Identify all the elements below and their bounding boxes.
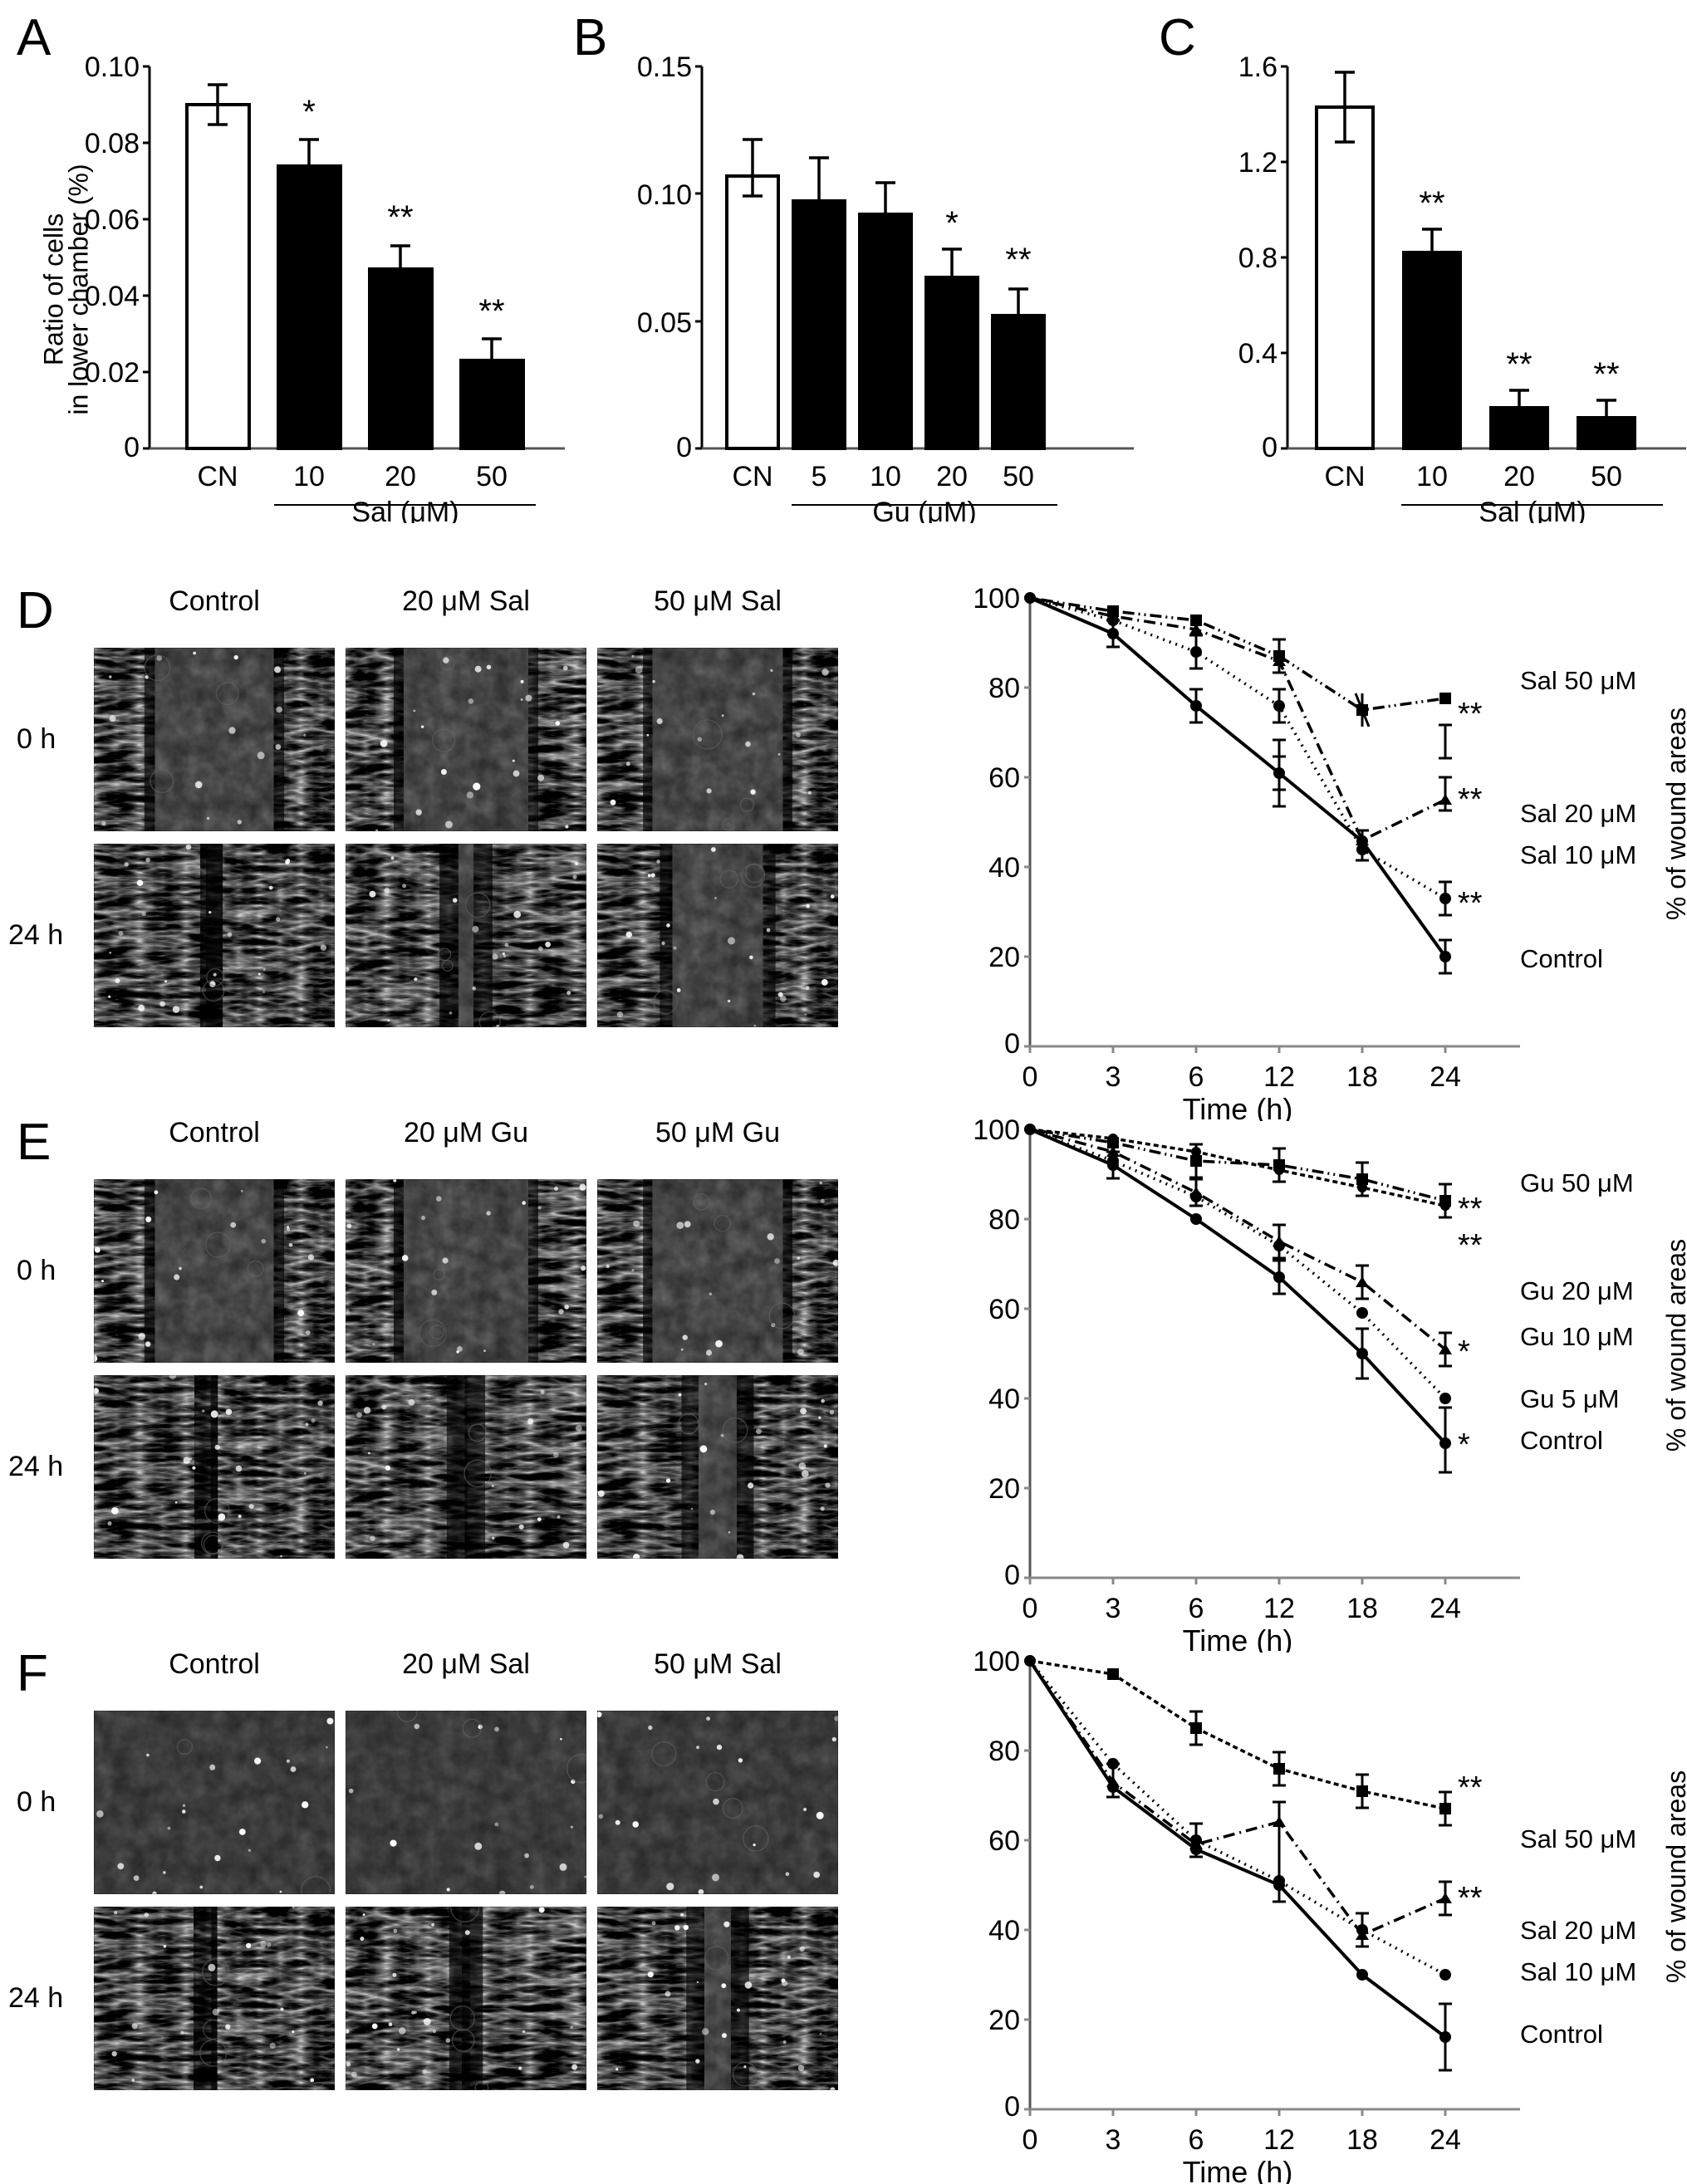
svg-text:60: 60 [988, 762, 1020, 794]
svg-text:Sal 50 μM: Sal 50 μM [1520, 666, 1636, 695]
svg-text:80: 80 [988, 1204, 1020, 1236]
svg-text:Control: Control [1520, 1426, 1603, 1455]
svg-text:Time (h): Time (h) [1183, 2155, 1293, 2184]
svg-text:**: ** [1005, 242, 1031, 278]
svg-text:3: 3 [1106, 1061, 1121, 1093]
svg-text:100: 100 [973, 583, 1020, 615]
svg-text:100: 100 [973, 1114, 1020, 1146]
svg-text:CN: CN [732, 461, 772, 492]
svg-text:*: * [1458, 1334, 1470, 1369]
svg-text:3: 3 [1106, 2124, 1121, 2156]
svg-text:40: 40 [988, 852, 1020, 884]
svg-text:20: 20 [988, 1473, 1020, 1505]
svg-text:80: 80 [988, 673, 1020, 704]
svg-text:0.15: 0.15 [637, 51, 692, 83]
svg-text:**: ** [1458, 697, 1483, 732]
svg-text:20: 20 [385, 461, 416, 492]
svg-text:12: 12 [1263, 1061, 1295, 1093]
svg-text:Gu (μM): Gu (μM) [872, 497, 976, 523]
svg-text:CN: CN [1324, 461, 1365, 492]
svg-text:0: 0 [1004, 2091, 1020, 2123]
svg-text:12: 12 [1263, 1593, 1295, 1624]
svg-text:0: 0 [124, 432, 140, 463]
svg-text:**: ** [1458, 1770, 1483, 1805]
svg-text:0.4: 0.4 [1238, 338, 1278, 370]
svg-text:1.6: 1.6 [1238, 51, 1278, 83]
svg-text:Gu 5 μM: Gu 5 μM [1520, 1384, 1620, 1413]
svg-text:Sal (μM): Sal (μM) [1479, 497, 1586, 523]
svg-text:*: * [945, 205, 959, 242]
svg-text:60: 60 [988, 1825, 1020, 1857]
svg-text:50: 50 [1591, 461, 1622, 492]
svg-text:**: ** [1593, 356, 1619, 393]
svg-text:0.05: 0.05 [637, 307, 692, 339]
svg-text:Gu 50 μM: Gu 50 μM [1520, 1168, 1634, 1197]
svg-text:**: ** [478, 293, 504, 330]
svg-text:0.10: 0.10 [85, 51, 140, 83]
svg-text:6: 6 [1189, 2124, 1204, 2156]
svg-text:20: 20 [936, 461, 968, 492]
svg-text:Sal 20 μM: Sal 20 μM [1520, 1916, 1636, 1945]
svg-text:Gu 20 μM: Gu 20 μM [1520, 1276, 1634, 1305]
svg-text:0: 0 [1022, 1593, 1038, 1624]
svg-text:0.8: 0.8 [1238, 242, 1278, 274]
svg-text:0.02: 0.02 [85, 357, 140, 389]
svg-text:Gu 10 μM: Gu 10 μM [1520, 1322, 1634, 1351]
svg-text:20: 20 [988, 942, 1020, 973]
svg-text:0: 0 [1022, 1061, 1038, 1093]
svg-text:Sal 50 μM: Sal 50 μM [1520, 1824, 1636, 1853]
svg-text:50: 50 [476, 461, 508, 492]
svg-text:20: 20 [988, 2005, 1020, 2036]
svg-text:24: 24 [1430, 1593, 1461, 1624]
svg-text:10: 10 [1416, 461, 1448, 492]
svg-text:Sal 10 μM: Sal 10 μM [1520, 1957, 1636, 1986]
svg-text:0: 0 [1022, 2124, 1038, 2156]
svg-text:**: ** [1419, 185, 1444, 222]
svg-text:Control: Control [1520, 2020, 1603, 2049]
svg-text:**: ** [1458, 1881, 1483, 1916]
svg-text:**: ** [1458, 886, 1483, 921]
svg-text:24: 24 [1430, 2124, 1461, 2156]
svg-text:1.2: 1.2 [1238, 147, 1278, 179]
svg-text:0.04: 0.04 [85, 281, 140, 312]
svg-text:*: * [302, 94, 316, 130]
svg-text:0.10: 0.10 [637, 179, 692, 211]
svg-text:CN: CN [197, 461, 238, 492]
svg-text:100: 100 [973, 1646, 1020, 1677]
svg-text:**: ** [387, 199, 413, 236]
svg-text:0.08: 0.08 [85, 128, 140, 159]
svg-text:10: 10 [293, 461, 325, 492]
svg-text:12: 12 [1263, 2124, 1295, 2156]
svg-text:50: 50 [1003, 461, 1034, 492]
svg-text:24: 24 [1430, 1061, 1461, 1093]
svg-text:**: ** [1458, 1192, 1483, 1227]
svg-text:*: * [1458, 1427, 1470, 1462]
svg-text:Sal 10 μM: Sal 10 μM [1520, 840, 1636, 869]
svg-text:**: ** [1458, 1228, 1483, 1263]
svg-text:Control: Control [1520, 944, 1603, 973]
svg-text:6: 6 [1189, 1593, 1204, 1624]
svg-text:Sal 20 μM: Sal 20 μM [1520, 799, 1636, 828]
svg-text:18: 18 [1346, 1061, 1378, 1093]
svg-text:5: 5 [812, 461, 827, 492]
svg-text:40: 40 [988, 1383, 1020, 1415]
svg-text:10: 10 [870, 461, 901, 492]
svg-text:Sal (μM): Sal (μM) [351, 497, 459, 523]
svg-text:0.06: 0.06 [85, 204, 140, 236]
svg-text:0: 0 [1004, 1560, 1020, 1591]
svg-text:0: 0 [676, 432, 692, 463]
svg-text:80: 80 [988, 1736, 1020, 1767]
svg-text:18: 18 [1346, 1593, 1378, 1624]
svg-text:60: 60 [988, 1294, 1020, 1325]
svg-text:40: 40 [988, 1915, 1020, 1947]
svg-text:0: 0 [1004, 1028, 1020, 1060]
svg-text:18: 18 [1346, 2124, 1378, 2156]
svg-text:3: 3 [1106, 1593, 1121, 1624]
svg-text:**: ** [1458, 782, 1483, 817]
svg-text:**: ** [1506, 346, 1532, 383]
svg-text:20: 20 [1503, 461, 1535, 492]
svg-text:6: 6 [1189, 1061, 1204, 1093]
svg-text:0: 0 [1262, 432, 1278, 463]
